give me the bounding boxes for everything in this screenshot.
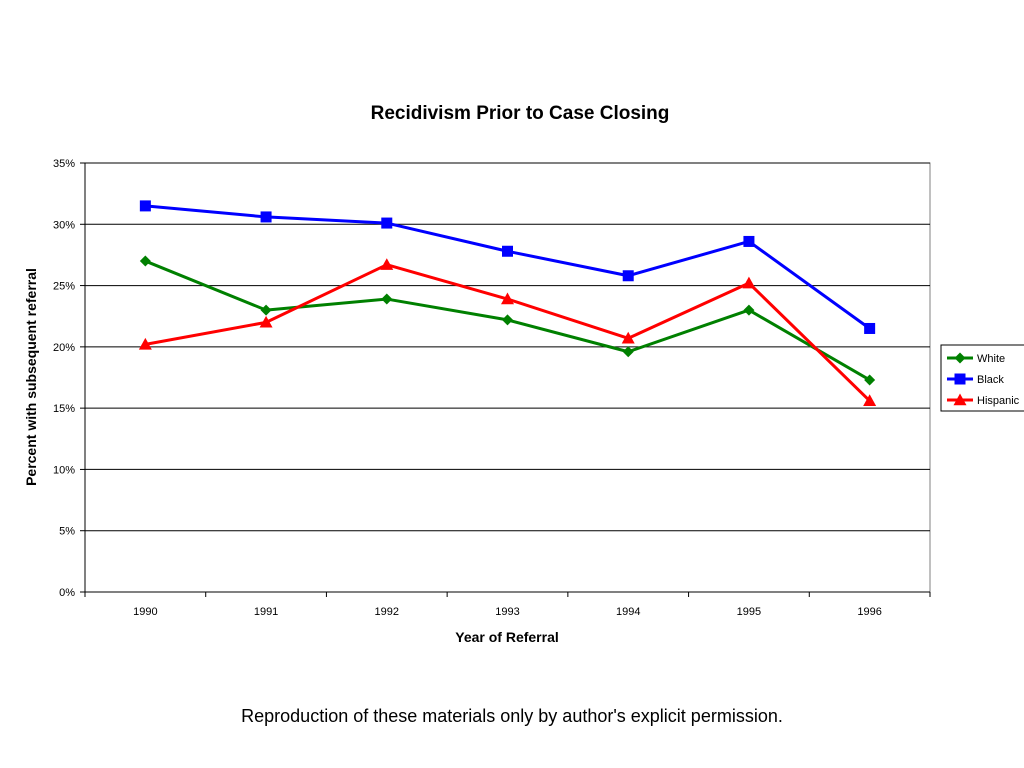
legend-label-hispanic: Hispanic [977, 395, 1020, 407]
data-point-white [622, 346, 634, 358]
y-tick-label: 15% [53, 403, 75, 415]
x-tick-label: 1991 [254, 606, 278, 618]
data-point-white [864, 374, 876, 386]
data-point-hispanic [863, 394, 877, 406]
data-point-black [622, 270, 634, 282]
data-point-black [381, 217, 393, 229]
x-axis-title: Year of Referral [455, 629, 559, 645]
legend: White Black Hispanic [940, 344, 1024, 412]
data-point-white [139, 255, 151, 267]
data-point-white [743, 304, 755, 316]
x-tick-label: 1994 [616, 606, 640, 618]
y-tick-label: 0% [59, 587, 75, 599]
y-tick-label: 10% [53, 464, 75, 476]
y-tick-label: 35% [53, 158, 75, 170]
data-point-hispanic [621, 331, 635, 344]
x-tick-label: 1992 [375, 606, 399, 618]
data-point-white [260, 304, 272, 316]
y-tick-label: 25% [53, 281, 75, 293]
x-tick-label: 1995 [737, 606, 761, 618]
legend-marker-hispanic [953, 393, 967, 406]
data-point-black [743, 235, 755, 247]
data-point-hispanic [259, 315, 273, 328]
y-tick-label: 30% [53, 219, 75, 231]
x-tick-label: 1996 [857, 606, 881, 618]
chart-title: Recidivism Prior to Case Closing [371, 103, 670, 124]
data-point-hispanic [742, 276, 756, 289]
data-point-hispanic [380, 258, 394, 270]
data-point-white [502, 314, 513, 326]
data-point-black [502, 245, 513, 257]
plot-frame [84, 162, 931, 593]
legend-marker-white [954, 352, 966, 364]
data-point-hispanic [501, 292, 514, 305]
data-point-hispanic [138, 337, 152, 350]
y-tick-label: 20% [53, 342, 75, 354]
x-tick-label: 1990 [133, 606, 157, 618]
y-tick-label: 5% [59, 526, 75, 538]
x-tick-label: 1993 [495, 606, 519, 618]
legend-label-black: Black [977, 374, 1004, 386]
data-point-black [260, 211, 272, 223]
data-point-white [381, 293, 393, 305]
data-point-black [139, 200, 151, 212]
plot-area: 0% 5% 10% 15% 20% 25% 30% 35% 1990 1991 1992 1993 19… [53, 158, 931, 618]
legend-marker-black [954, 373, 966, 385]
legend-label-white: White [977, 353, 1005, 365]
data-point-black [864, 322, 876, 334]
permission-note: Reproduction of these materials only by … [241, 706, 783, 726]
y-axis-title: Percent with subsequent referral [23, 268, 39, 486]
